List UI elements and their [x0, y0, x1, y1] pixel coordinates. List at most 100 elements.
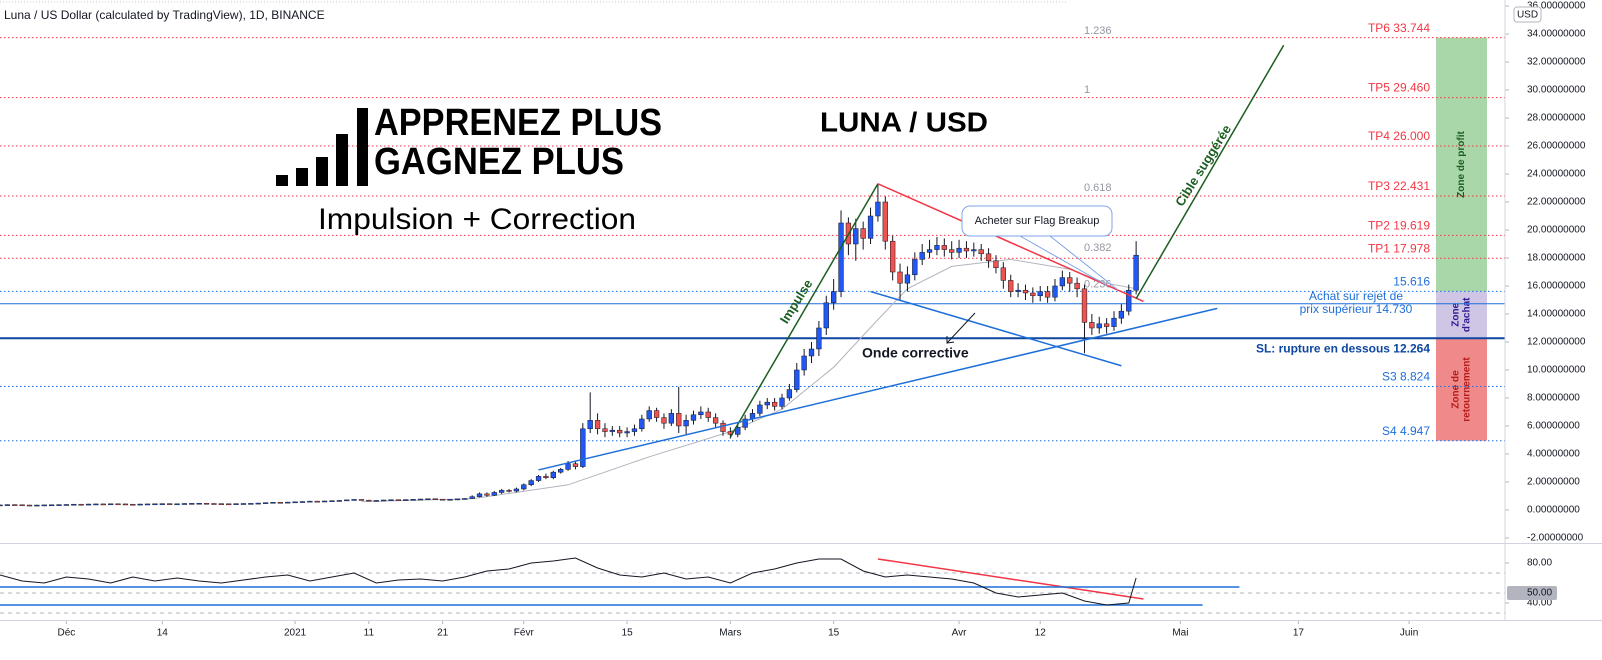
candle-body: [1089, 322, 1095, 329]
x-tick-label: Févr: [514, 628, 535, 639]
candle-body: [48, 504, 55, 507]
candle-body: [617, 429, 623, 434]
candle-body: [587, 420, 593, 430]
y-tick-label: 12.00000000: [1527, 337, 1586, 348]
wave-arrow-head: [946, 336, 955, 344]
rsi-line: [0, 557, 1137, 606]
candle-body: [897, 271, 903, 284]
rsi-marker: [1507, 586, 1557, 600]
level-label: TP4 26.000: [1368, 129, 1430, 143]
candle-body: [454, 498, 461, 501]
candle-body: [882, 201, 888, 242]
candle-body: [594, 420, 601, 430]
candle-body: [860, 228, 866, 239]
candle-body: [137, 503, 143, 506]
x-tick-label: Juin: [1400, 628, 1418, 639]
candle-body: [1096, 323, 1102, 329]
candle-body: [432, 498, 438, 501]
candle-body: [174, 503, 180, 506]
level-label: SL: rupture en dessous 12.264: [1256, 341, 1430, 355]
level-label: TP6 33.744: [1368, 21, 1430, 35]
candle-body: [63, 504, 70, 506]
y-tick-label: 16.00000000: [1527, 281, 1586, 292]
y-tick-label: 22.00000000: [1527, 197, 1586, 208]
candle-body: [1022, 289, 1029, 294]
rsi-pane: [0, 557, 1505, 614]
candle-body: [558, 469, 564, 473]
callout-pointer: [1049, 235, 1119, 291]
level-label: TP5 29.460: [1368, 81, 1430, 95]
fib-label: 0.618: [1084, 182, 1112, 194]
y-tick-label: 6.00000000: [1527, 421, 1580, 432]
trend-line: [1135, 44, 1285, 299]
candle-body: [41, 504, 47, 507]
y-tick-label: 0.00000000: [1527, 505, 1580, 516]
candle-body: [941, 245, 947, 250]
candle-body: [358, 499, 365, 501]
level-label: prix supérieur 14.730: [1300, 302, 1413, 316]
candle-body: [100, 503, 106, 506]
x-tick-label: 15: [622, 628, 634, 639]
candle-body: [248, 503, 254, 505]
logo-bar: [336, 134, 348, 186]
candle-body: [912, 259, 918, 276]
candle-body: [624, 431, 630, 434]
callout-pointer: [1019, 235, 1109, 287]
zone-label: retournement: [1462, 357, 1473, 422]
candle-body: [26, 504, 33, 507]
currency: USD: [1517, 10, 1538, 21]
x-tick-label: 21: [437, 628, 449, 639]
candle-body: [1074, 282, 1080, 290]
candle-body: [469, 496, 475, 499]
level-label: S4 4.947: [1382, 424, 1430, 438]
candle-body: [661, 417, 667, 424]
candle-body: [491, 492, 497, 496]
candle-body: [1067, 277, 1073, 284]
candle-body: [203, 502, 210, 505]
candle-body: [1052, 285, 1058, 298]
y-tick-label: 24.00000000: [1527, 169, 1586, 180]
candle-body: [646, 410, 652, 420]
candle-body: [683, 420, 689, 427]
fib-label: 0.236: [1084, 278, 1112, 290]
candle-body: [771, 401, 778, 407]
candle-body: [528, 480, 534, 486]
candle-body: [277, 502, 283, 504]
candle-body: [919, 252, 925, 260]
candle-body: [949, 249, 955, 253]
candle-body: [108, 503, 114, 506]
candle-body: [956, 247, 962, 253]
y-tick-label: 18.00000000: [1527, 253, 1586, 264]
fib-label: 1.236: [1084, 25, 1112, 37]
candle-body: [602, 428, 608, 432]
candle-body: [831, 291, 837, 304]
x-tick-label: Mai: [1172, 628, 1188, 639]
candle-body: [705, 411, 711, 418]
rsi-marker-label: 50.00: [1527, 588, 1552, 599]
logo-bar: [296, 168, 308, 186]
candle-body: [240, 503, 247, 505]
level-label: TP1 17.978: [1368, 241, 1430, 255]
candle-body: [971, 249, 977, 252]
level-label: 15.616: [1393, 275, 1430, 289]
candle-body: [270, 502, 276, 504]
candle-body: [56, 504, 62, 506]
zone-label: d'achat: [1462, 297, 1473, 332]
candle-body: [853, 228, 859, 245]
trend-line: [877, 558, 1144, 600]
candle-body: [1000, 267, 1006, 281]
candle-body: [484, 493, 490, 496]
candle-body: [285, 501, 291, 504]
candle-body: [1008, 280, 1014, 292]
candle-body: [167, 503, 173, 505]
candle-body: [816, 327, 822, 350]
main-pane: Zone de profit Zone d'achat Zone de retourne…: [0, 21, 1505, 507]
x-tick-label: 11: [364, 628, 375, 639]
zone: [1436, 37, 1487, 292]
candle-body: [963, 247, 970, 252]
candle-body: [786, 389, 793, 399]
candle-body: [152, 503, 158, 506]
logo-bar: [316, 157, 328, 186]
candle-body: [1111, 317, 1117, 327]
